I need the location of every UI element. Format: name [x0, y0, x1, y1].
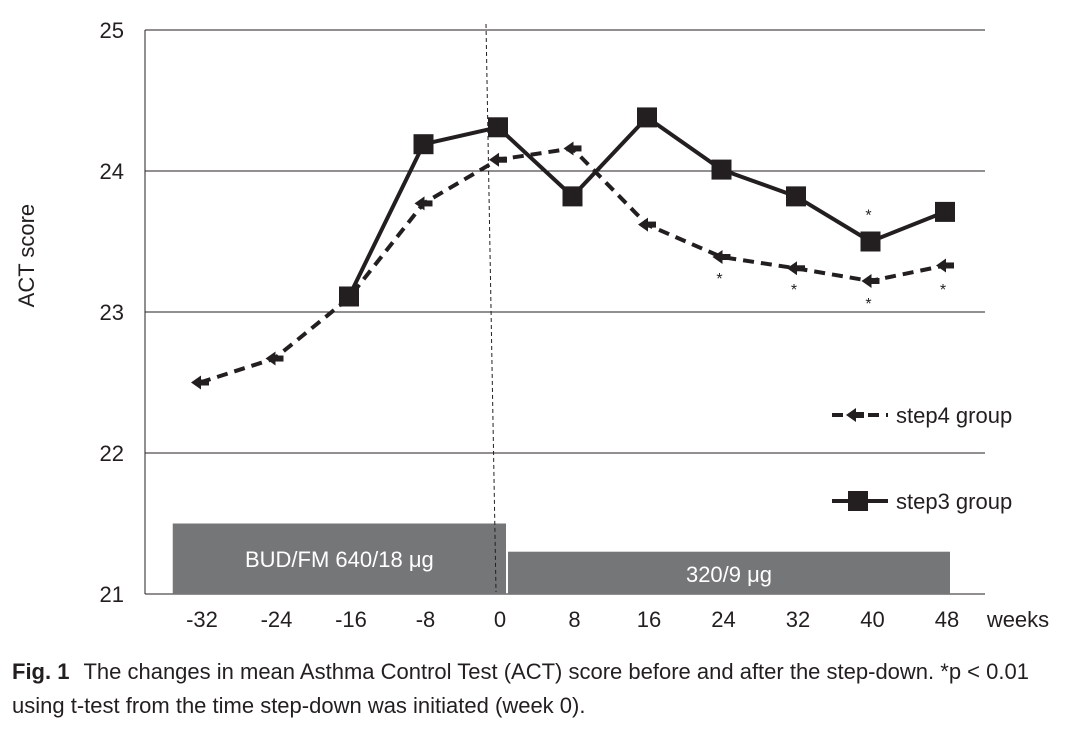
step3-data-point [488, 117, 508, 138]
step3-data-point [339, 286, 359, 307]
legend-label: step3 group [896, 489, 1012, 514]
arrow-tail [646, 221, 656, 228]
arrow-tail [571, 145, 582, 152]
x-tick-label: -8 [416, 607, 436, 632]
x-tick-label: 8 [568, 607, 580, 632]
x-tick-label: 16 [637, 607, 661, 632]
x-tick-label: -32 [186, 607, 218, 632]
significance-star: * [940, 282, 946, 299]
significance-star: * [865, 296, 871, 313]
arrow-head [712, 250, 723, 265]
y-tick-label: 21 [100, 582, 124, 607]
step4-data-point [414, 196, 433, 211]
caption-text: The changes in mean Asthma Control Test … [12, 659, 1029, 718]
legend: step4 group step3 group [832, 403, 1012, 514]
step4-data-point [712, 250, 731, 265]
y-tick-label: 22 [100, 441, 124, 466]
treatment-bar-label: BUD/FM 640/18 μg [245, 547, 434, 572]
x-axis-label: weeks [986, 607, 1049, 632]
step3-series-line [347, 115, 946, 298]
arrow-tail [273, 355, 284, 362]
arrow-head [489, 152, 499, 167]
significance-star: * [791, 282, 797, 299]
legend-label: step4 group [896, 403, 1012, 428]
step3-data-point [711, 159, 732, 180]
arrow-head [861, 273, 872, 288]
step4-series-line [199, 146, 946, 385]
x-tick-label: 48 [935, 607, 959, 632]
treatment-bar-2 [508, 551, 950, 594]
y-tick-label: 24 [100, 159, 124, 184]
treatment-bar-label: 320/9 μg [686, 562, 772, 587]
step4-data-point [265, 351, 284, 366]
arrow-head [191, 375, 201, 390]
arrow-head [787, 261, 797, 276]
arrow-head [638, 217, 648, 232]
treatment-bar-1 [172, 523, 506, 594]
step4-data-point [563, 141, 582, 156]
step3-data-point [562, 186, 583, 207]
x-tick-label: -24 [261, 607, 293, 632]
arrow-tail [944, 262, 954, 269]
step3-data-point [935, 201, 955, 222]
act-score-chart: 21 22 23 24 25 BUD/FM 640/18 μg 320/9 μg -32 -24… [14, 18, 1049, 632]
step3-data-point [637, 107, 657, 128]
y-tick-label: 23 [100, 300, 124, 325]
step-down-reference-line [485, 23, 497, 593]
arrow-head [936, 258, 946, 273]
step4-data-point [787, 261, 805, 276]
step4-data-point [638, 217, 656, 232]
arrow-head [265, 351, 276, 366]
x-tick-label: 0 [494, 607, 506, 632]
arrow-tail [422, 200, 433, 207]
figure-caption: Fig. 1 The changes in mean Asthma Control… [12, 655, 1062, 723]
arrow-tail [720, 254, 731, 261]
significance-star: * [865, 207, 871, 224]
legend-square-marker [848, 491, 868, 511]
caption-label: Fig. 1 [12, 659, 70, 684]
step3-data-point [860, 231, 881, 252]
arrow-tail [199, 379, 209, 386]
step4-data-point [191, 375, 209, 390]
step4-data-point [861, 273, 880, 288]
step3-data-point [413, 134, 434, 155]
arrow-head [846, 408, 856, 422]
arrow-tail [497, 156, 507, 163]
legend-arrow-marker [846, 408, 864, 422]
arrow-tail [795, 265, 805, 272]
arrow-tail [869, 277, 880, 284]
y-axis-label: ACT score [14, 204, 39, 308]
arrow-tail [854, 412, 864, 418]
step4-data-point [936, 258, 954, 273]
x-tick-label: 24 [711, 607, 735, 632]
significance-star: * [716, 271, 722, 288]
arrow-head [414, 196, 425, 211]
arrow-head [563, 141, 574, 156]
x-tick-label: -16 [335, 607, 367, 632]
step3-data-point [786, 186, 806, 207]
x-tick-label: 32 [786, 607, 810, 632]
y-tick-label: 25 [100, 18, 124, 43]
x-tick-label: 40 [860, 607, 884, 632]
step4-data-point [489, 152, 507, 167]
